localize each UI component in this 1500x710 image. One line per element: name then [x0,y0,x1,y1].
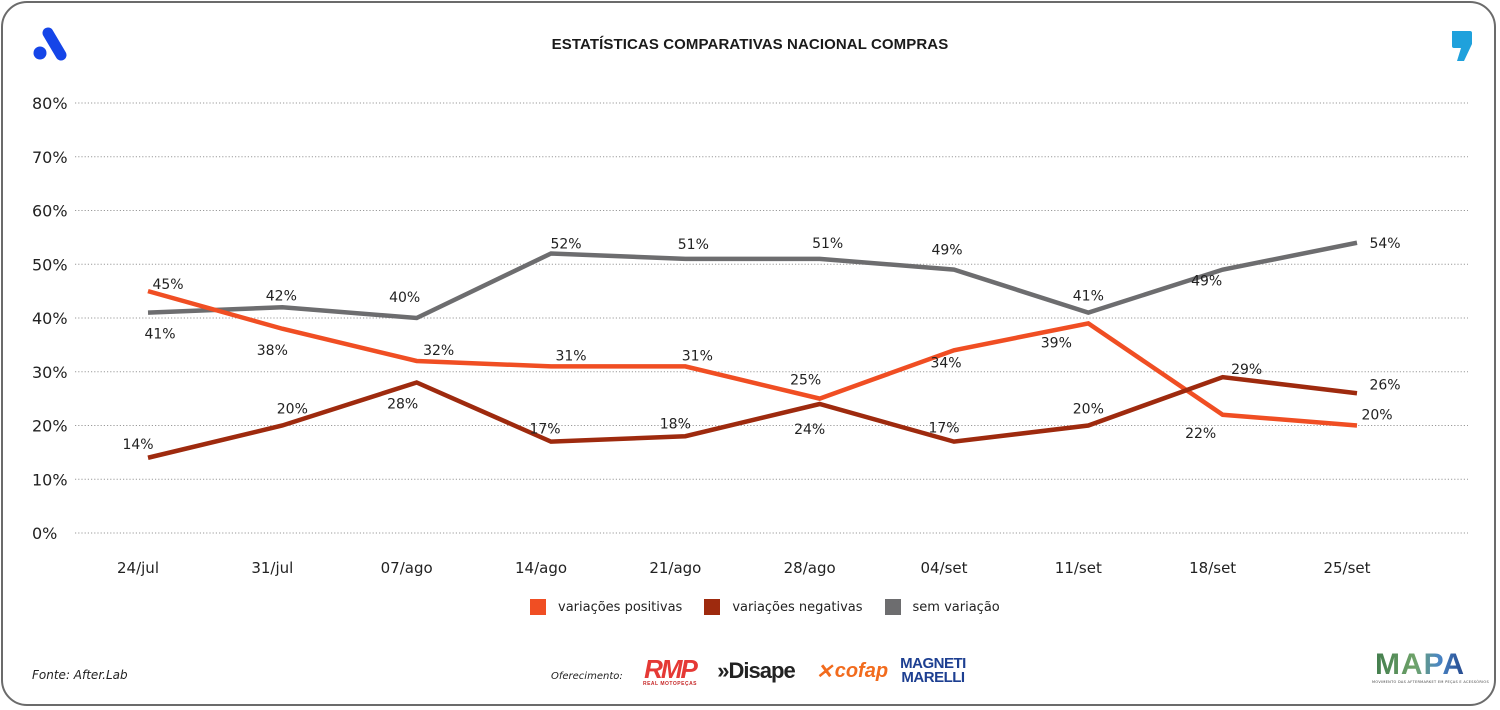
data-label-negative: 18% [660,416,691,432]
chart-title: ESTATÍSTICAS COMPARATIVAS NACIONAL COMPR… [551,36,949,53]
x-tick-label: 21/ago [649,559,701,577]
data-label-positive: 25% [790,373,821,389]
y-tick-label: 50% [32,255,68,274]
data-label-negative: 17% [928,421,959,437]
data-label-neutral: 49% [1191,274,1222,290]
data-label-negative: 24% [794,422,825,438]
cofap-x-icon: ✕ [815,660,833,683]
data-label-positive: 22% [1185,426,1216,442]
sponsor-logo-cofap: ✕ cofap [810,655,894,687]
data-label-positive: 32% [423,343,454,359]
data-label-neutral: 51% [678,237,709,253]
data-label-negative: 17% [529,422,560,438]
data-label-neutral: 41% [144,327,175,343]
data-label-positive: 45% [152,277,183,293]
mapa-logo: MAPA MOVIMENTO DAS AFTERMARKET EM PEÇAS … [1372,650,1489,685]
sponsor-magneti-line2: MARELLI [901,669,965,686]
sponsor-magneti-line1: MAGNETI [900,654,966,672]
data-label-negative: 26% [1369,377,1400,393]
series-lines [147,240,1358,460]
data-label-positive: 31% [555,348,586,364]
sponsor-rmp-tagline: REAL MOTOPEÇAS [642,680,698,687]
sponsor-logo-disape: »Disape [712,655,800,687]
data-label-negative: 20% [1073,402,1104,418]
data-label-neutral: 49% [931,243,962,259]
y-tick-label: 60% [32,202,68,221]
data-label-neutral: 51% [812,236,843,252]
data-label-positive: 38% [257,343,288,359]
series-line-negative [147,374,1358,460]
y-tick-label: 0% [32,524,57,543]
legend-swatch-positive [530,599,546,615]
sponsor-disape-name: »Disape [717,658,795,683]
gridlines [75,102,1468,534]
x-tick-label: 25/set [1323,559,1370,577]
x-tick-label: 11/set [1055,559,1102,577]
sponsor-logo-magneti-marelli: MAGNETI MARELLI [900,655,966,687]
data-label-negative: 29% [1231,362,1262,378]
data-label-neutral: 54% [1369,236,1400,252]
data-label-negative: 20% [277,402,308,418]
data-label-negative: 14% [122,437,153,453]
series-line-positive [147,288,1358,428]
data-label-neutral: 41% [1073,289,1104,305]
legend-label: sem variação [912,599,1000,615]
mapa-logo-tagline: MOVIMENTO DAS AFTERMARKET EM PEÇAS E ACE… [1372,680,1489,684]
x-tick-label: 14/ago [515,559,567,577]
legend-swatch-neutral [884,599,901,615]
x-tick-label: 31/jul [251,559,293,577]
x-tick-label: 24/jul [117,559,159,577]
x-tick-label: 07/ago [381,559,433,577]
data-label-negative: 28% [387,397,418,413]
sponsor-label: Oferecimento: [551,671,623,682]
data-labels: 41% 42% 40% 52% 51% 51% 49% 41% 49% 54% 45% 38% 32% 3… [122,236,1400,453]
y-tick-label: 70% [32,148,68,167]
comma-quote-icon [1452,31,1472,61]
legend-label: variações negativas [732,599,863,615]
legend-item-neutral[interactable]: sem variação [884,599,1000,615]
sponsor-logo-rmp: RMP REAL MOTOPEÇAS [638,655,702,687]
line-chart: 0% 10% 20% 30% 40% 50% 60% 70% 80% 24/jul 31/jul 0… [32,94,1468,577]
data-label-neutral: 52% [550,237,581,253]
y-tick-label: 10% [32,470,68,489]
legend-item-positive[interactable]: variações positivas [530,599,682,615]
brand-a-logo-icon [33,27,67,61]
y-axis-ticks: 0% 10% 20% 30% 40% 50% 60% 70% 80% [32,94,68,543]
data-label-positive: 39% [1041,335,1072,351]
data-label-positive: 31% [682,348,713,364]
y-tick-label: 30% [32,363,68,382]
legend-swatch-negative [704,599,721,615]
legend-label: variações positivas [558,599,683,615]
data-label-positive: 20% [1361,408,1392,424]
legend-item-negative[interactable]: variações negativas [704,599,863,615]
data-label-neutral: 40% [389,290,420,306]
y-tick-label: 80% [32,94,68,113]
sponsor-rmp-name: RMP [644,653,698,684]
chart-legend: variações positivas variações negativas … [530,599,1022,615]
x-tick-label: 28/ago [784,559,836,577]
y-tick-label: 40% [32,309,68,328]
sponsor-cofap-name: cofap [834,659,889,682]
series-line-neutral [147,240,1358,321]
x-axis-ticks: 24/jul 31/jul 07/ago 14/ago 21/ago 28/ago 04/s… [117,559,1371,577]
source-note: Fonte: After.Lab [32,668,128,682]
data-label-neutral: 42% [266,288,297,304]
x-tick-label: 18/set [1189,559,1236,577]
x-tick-label: 04/set [920,559,967,577]
y-tick-label: 20% [32,417,68,436]
data-label-positive: 34% [930,355,961,371]
mapa-logo-word: MAPA [1372,650,1468,680]
